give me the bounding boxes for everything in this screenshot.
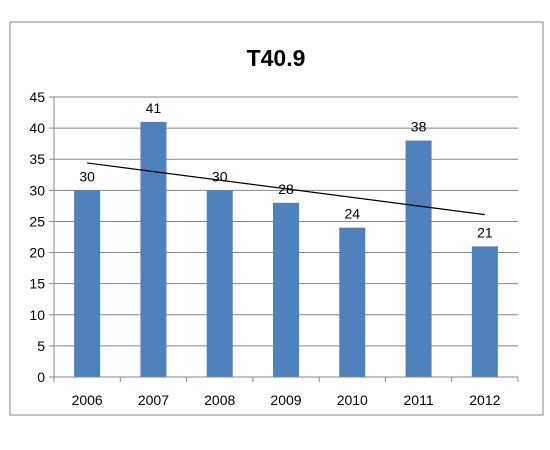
y-tick-label: 10: [29, 307, 45, 323]
bar-2006: [74, 190, 101, 377]
trendline-layer: [87, 162, 485, 216]
data-label: 41: [146, 100, 162, 116]
bar-2012: [471, 246, 498, 377]
y-tick-label: 0: [37, 369, 45, 385]
x-tick-label: 2010: [337, 392, 368, 408]
chart-title: T40.9: [247, 45, 306, 71]
data-label: 30: [79, 168, 95, 184]
bar-2010: [339, 227, 366, 377]
y-tick-label: 5: [37, 338, 45, 354]
x-tick-label: 2011: [404, 392, 434, 408]
data-label: 28: [278, 181, 294, 197]
data-labels: 30 41 30 28 24 38 21: [79, 100, 493, 240]
y-tick-label: 25: [29, 213, 45, 229]
data-label: 24: [344, 206, 360, 222]
bar-2009: [273, 202, 299, 377]
y-tick-label: 30: [29, 182, 45, 198]
data-label: 30: [212, 168, 228, 184]
bar-2007: [140, 121, 167, 377]
x-tick-label: 2009: [270, 392, 301, 408]
x-tick-label: 2006: [72, 392, 103, 408]
data-label: 38: [411, 119, 427, 135]
bar-2011: [405, 140, 432, 377]
bar-2008: [206, 190, 233, 377]
axes: 0 5 10 15 20 25 30 35 40 45 2006 2007 2008 2009 2010 20…: [29, 89, 519, 408]
y-tick-label: 35: [29, 151, 45, 167]
y-tick-label: 15: [29, 276, 45, 292]
gridlines: [54, 96, 518, 347]
y-tick-label: 20: [29, 245, 45, 261]
y-tick-label: 45: [29, 89, 45, 105]
trendline: [87, 162, 485, 216]
x-tick-label: 2012: [469, 392, 500, 408]
y-tick-label: 40: [29, 120, 45, 136]
bars: [74, 121, 498, 377]
data-label: 21: [477, 224, 493, 240]
x-tick-label: 2008: [204, 392, 235, 408]
x-tick-label: 2007: [138, 392, 169, 408]
